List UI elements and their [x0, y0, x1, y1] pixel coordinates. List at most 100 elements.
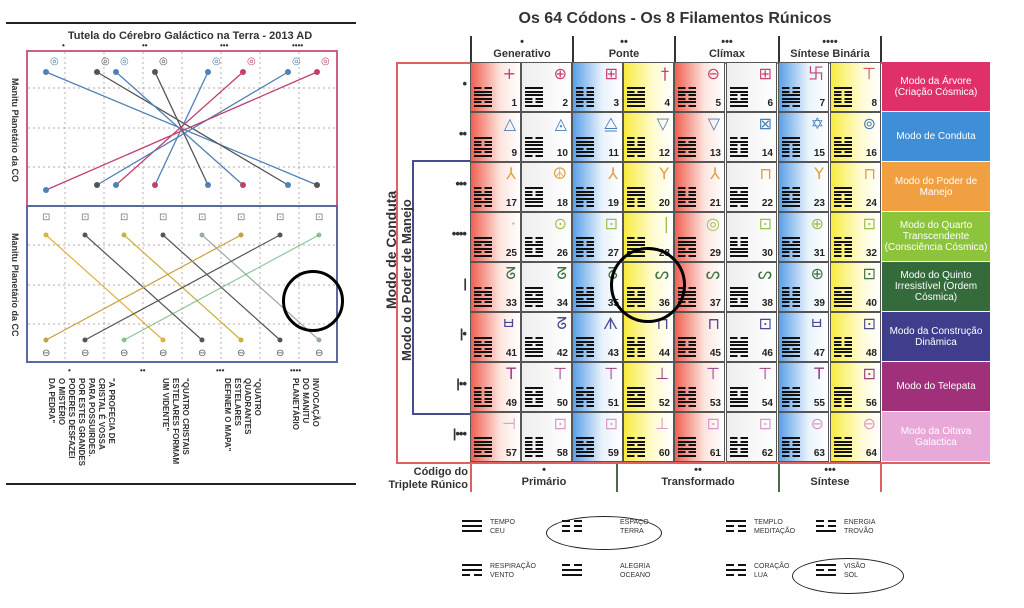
rune-glyph-icon: ⊖	[862, 414, 876, 433]
codon-cell[interactable]: ⅄ 17	[470, 162, 521, 212]
codon-cell[interactable]: ⊓ 24	[830, 162, 881, 212]
row-marker: •	[462, 76, 467, 91]
codon-cell[interactable]: ⊡ 62	[726, 412, 777, 462]
codon-cell[interactable]: ᘔ 34	[521, 262, 572, 312]
hexagram-icon	[730, 437, 748, 458]
codon-cell[interactable]: ⊤ 8	[830, 62, 881, 112]
codon-cell[interactable]: ㅂ 41	[470, 312, 521, 362]
codon-cell[interactable]: ⊡ 59	[572, 412, 623, 462]
codon-cell[interactable]: ⊓ 45	[674, 312, 725, 362]
codon-cell[interactable]: ⊤ 53	[674, 362, 725, 412]
codon-cell[interactable]: ⊚ 16	[830, 112, 881, 162]
codon-cell[interactable]: ◎ 29	[674, 212, 725, 262]
bottom-text-3: "QUATRO QUADRANTES ESTELARES DEFINEM O M…	[223, 378, 262, 452]
codon-cell[interactable]: Y 23	[778, 162, 829, 212]
codon-cell[interactable]: ⅄ 21	[674, 162, 725, 212]
codon-cell[interactable]: ▽ 12	[623, 112, 674, 162]
codon-cell[interactable]: ⊡ 32	[830, 212, 881, 262]
codon-cell[interactable]: ⊥ 60	[623, 412, 674, 462]
node-dot	[316, 337, 322, 343]
codon-cell[interactable]: ☮ 18	[521, 162, 572, 212]
rune-glyph-icon: ⊤	[862, 64, 876, 83]
codon-cell[interactable]: ᘔ 33	[470, 262, 521, 312]
col-label: Generativo	[493, 48, 551, 60]
codon-cell[interactable]: ◬ 10	[521, 112, 572, 162]
codon-cell[interactable]: ⊙ 26	[521, 212, 572, 262]
codon-cell[interactable]: † 4	[623, 62, 674, 112]
codon-cell[interactable]: ᘔ 42	[521, 312, 572, 362]
codon-cell[interactable]: ⊥ 52	[623, 362, 674, 412]
node-dot	[238, 232, 244, 238]
node-dot	[205, 69, 211, 75]
rune-glyph-icon: T	[814, 364, 824, 383]
codon-cell[interactable]: ⧋ 11	[572, 112, 623, 162]
rune-glyph-icon: ⊕	[810, 264, 824, 283]
mode-label[interactable]: Modo do Telepata	[882, 362, 990, 412]
mode-label[interactable]: Modo de Conduta	[882, 112, 990, 162]
mode-label[interactable]: Modo da Construção Dinâmica	[882, 312, 990, 362]
rune-glyph-icon: ⊞	[604, 64, 618, 83]
mode-label[interactable]: Modo do Quarto Transcendente (Consciênci…	[882, 212, 990, 262]
codon-number: 47	[813, 348, 825, 359]
codon-cell[interactable]: ▽ 13	[674, 112, 725, 162]
rune-glyph-icon: ⧋	[603, 114, 618, 133]
footer-group-label: Transformado	[661, 476, 735, 488]
codon-cell[interactable]: ⊖ 5	[674, 62, 725, 112]
codon-number: 3	[613, 98, 619, 109]
node-dot	[113, 69, 119, 75]
codon-cell[interactable]: ⊤ 50	[521, 362, 572, 412]
rune-glyph-icon: ⊓	[759, 164, 772, 183]
mode-label[interactable]: Modo do Quinto Irresistível (Ordem Cósmi…	[882, 262, 990, 312]
codon-cell[interactable]: ⊞ 3	[572, 62, 623, 112]
codon-cell[interactable]: ⊡ 48	[830, 312, 881, 362]
codon-cell[interactable]: ⊤ 54	[726, 362, 777, 412]
rune-glyph-icon: ᗑ	[602, 314, 618, 333]
codon-cell[interactable]: ⊞ 6	[726, 62, 777, 112]
codon-cell[interactable]: ⊕ 31	[778, 212, 829, 262]
codon-cell[interactable]: ✡ 15	[778, 112, 829, 162]
codon-cell[interactable]: ⊕ 39	[778, 262, 829, 312]
hexagram-icon	[474, 287, 492, 308]
rune-glyph-icon: ⊖	[810, 414, 824, 433]
codon-cell[interactable]: ᔕ 38	[726, 262, 777, 312]
footer-dots: ••	[694, 464, 702, 476]
mode-label[interactable]: Modo do Poder de Manejo	[882, 162, 990, 212]
codon-cell[interactable]: ⊡ 58	[521, 412, 572, 462]
codon-number: 56	[865, 398, 877, 409]
codon-cell[interactable]: ᗑ 43	[572, 312, 623, 362]
node-dot	[314, 182, 320, 188]
codon-number: 24	[865, 198, 877, 209]
mode-label[interactable]: Modo da Árvore (Criação Cósmica)	[882, 62, 990, 112]
node-dot	[121, 232, 127, 238]
codon-cell[interactable]: Y 20	[623, 162, 674, 212]
hexagram-icon	[782, 387, 800, 408]
node-dot	[94, 182, 100, 188]
codon-cell[interactable]: △ 9	[470, 112, 521, 162]
bottom-dots-3: •••	[216, 366, 225, 375]
mode-label[interactable]: Modo da Oitava Galactica	[882, 412, 990, 462]
codon-cell[interactable]: ⊕ 2	[521, 62, 572, 112]
codon-cell[interactable]: ⊡ 61	[674, 412, 725, 462]
codon-number: 31	[813, 248, 825, 259]
codon-cell[interactable]: ⊡ 30	[726, 212, 777, 262]
codon-cell[interactable]: T 49	[470, 362, 521, 412]
codon-cell[interactable]: ⊓ 22	[726, 162, 777, 212]
codon-cell[interactable]: +1	[470, 62, 521, 112]
codon-cell[interactable]: ⊣ 57	[470, 412, 521, 462]
codon-cell[interactable]: ⊡ 46	[726, 312, 777, 362]
codon-cell[interactable]: ⊡ 27	[572, 212, 623, 262]
codon-cell[interactable]: ⊤ 51	[572, 362, 623, 412]
codon-cell[interactable]: ⅄ 19	[572, 162, 623, 212]
codon-cell[interactable]: ⊡ 56	[830, 362, 881, 412]
rune-glyph-icon: ·	[510, 214, 516, 233]
codon-cell[interactable]: ⊖ 64	[830, 412, 881, 462]
codon-cell[interactable]: ⊠ 14	[726, 112, 777, 162]
codon-number: 32	[865, 248, 877, 259]
node-dot	[314, 69, 320, 75]
codon-cell[interactable]: ⊡ 40	[830, 262, 881, 312]
codon-cell[interactable]: ⊖ 63	[778, 412, 829, 462]
codon-cell[interactable]: · 25	[470, 212, 521, 262]
codon-cell[interactable]: T 55	[778, 362, 829, 412]
codon-cell[interactable]: ㅂ 47	[778, 312, 829, 362]
